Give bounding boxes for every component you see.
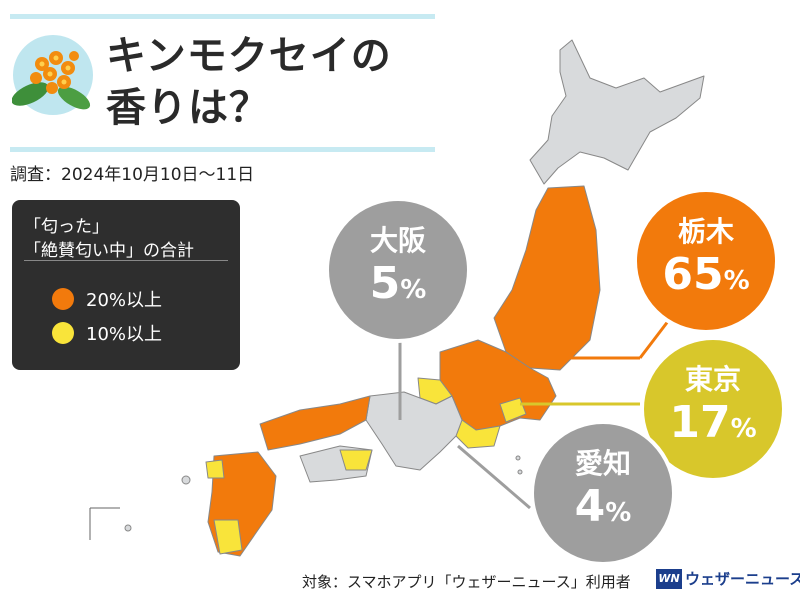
title-bottom-line [10,147,435,152]
kyushu-west [205,459,225,479]
callout-unit: % [605,498,632,528]
survey-date: 調査：2024年10月10日〜11日 [10,165,255,185]
legend-divider [24,260,228,261]
callout-value: 65% [662,249,749,307]
shikoku-east [339,449,373,471]
callout-osaka: 大阪 5% [325,197,471,343]
callout-unit: % [723,266,750,296]
callout-name: 栃木 [677,215,734,248]
page-title-line2: 香りは？ [106,85,270,131]
callout-aichi: 愛知 4% [530,420,676,566]
callout-tochigi: 栃木 65% [633,188,779,334]
tohoku [493,185,601,371]
legend-item-orange: 20%以上 [52,286,162,312]
callout-name: 東京 [684,363,741,396]
callout-name: 愛知 [574,447,631,480]
kinki [365,391,463,471]
legend-box: 「匂った」 「絶賛匂い中」の合計 20%以上 10%以上 [12,200,240,370]
aichi-leader-line [457,444,531,510]
legend-heading-line2: 「絶賛匂い中」の合計 [24,241,194,261]
chugoku [259,395,371,451]
orange-dot-icon [52,288,74,310]
callout-number: 65 [662,249,724,300]
callout-value: 5% [370,258,427,316]
callout-value: 17% [669,397,756,455]
hokkaido [529,39,705,185]
legend-item-yellow: 10%以上 [52,320,162,346]
callout-unit: % [400,275,427,305]
legend-heading-line1: 「匂った」 [24,217,109,237]
callout-name: 大阪 [369,224,426,257]
okinawa-inset-frame [89,507,120,540]
brand-logo: WN ウェザーニュース [656,568,800,589]
legend-item-label: 20%以上 [86,290,163,311]
tokyo-area [499,397,527,423]
kyushu-south [213,519,243,555]
brand-name: ウェザーニュース [685,570,800,588]
title-top-line [10,14,435,19]
legend-item-label: 10%以上 [86,324,163,345]
callout-number: 17 [669,397,731,448]
page-title-line1: キンモクセイの [106,33,392,79]
callout-number: 5 [369,258,401,309]
callout-unit: % [730,414,757,444]
survey-target-note: 対象：スマホアプリ「ウェザーニュース」利用者 [302,573,631,591]
callout-value: 4% [575,481,632,539]
yellow-dot-icon [52,322,74,344]
osmanthus-flower-icon [12,35,93,115]
weathernews-logo-icon: WN [656,568,682,589]
callout-number: 4 [574,481,606,532]
